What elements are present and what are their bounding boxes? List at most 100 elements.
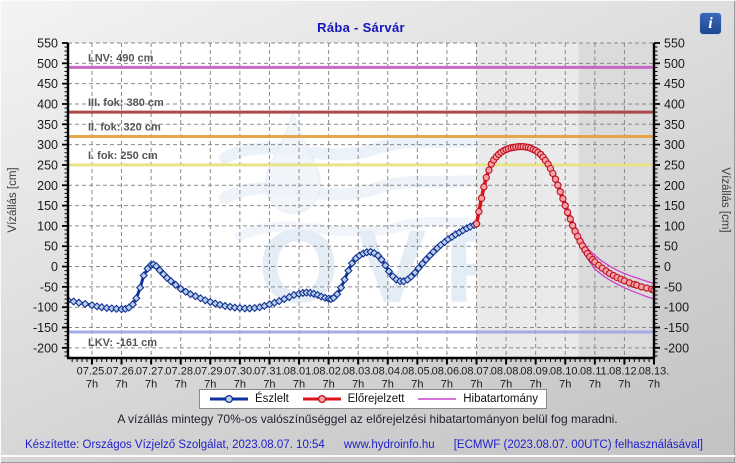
reference-lines: LNV: 490 cm III. fok: 380 cm II. fok: 320 … [68, 52, 654, 349]
y-axis-label-right: Vízállás [cm] [719, 167, 731, 232]
svg-text:-100: -100 [664, 301, 689, 315]
svg-text:400: 400 [664, 97, 685, 111]
svg-text:350: 350 [37, 118, 58, 132]
legend-label-observed: Észlelt [255, 393, 289, 405]
svg-text:-200: -200 [664, 341, 689, 355]
errorband-line-icon [418, 398, 457, 400]
legend-item-observed: Észlelt [208, 393, 289, 405]
svg-text:7h: 7h [618, 379, 630, 391]
svg-text:-200: -200 [33, 341, 58, 355]
svg-text:7h: 7h [204, 379, 216, 391]
svg-text:07.27.: 07.27. [136, 366, 167, 378]
forecast-series [472, 142, 654, 294]
svg-text:08.04.: 08.04. [372, 366, 403, 378]
svg-text:LKV: -161 cm: LKV: -161 cm [88, 337, 157, 349]
svg-text:08.07.: 08.07. [461, 366, 492, 378]
svg-text:300: 300 [37, 138, 58, 152]
svg-text:7h: 7h [441, 379, 453, 391]
bottom-separator [0, 455, 735, 457]
svg-text:-50: -50 [40, 280, 58, 294]
svg-text:250: 250 [664, 158, 685, 172]
svg-text:07.31.: 07.31. [254, 366, 285, 378]
svg-text:0: 0 [51, 260, 58, 274]
forecast-line-icon [302, 394, 341, 404]
svg-text:500: 500 [664, 57, 685, 71]
svg-text:250: 250 [37, 158, 58, 172]
info-icon[interactable]: i [699, 12, 722, 35]
svg-text:08.12.: 08.12. [609, 366, 640, 378]
footer-model-info: [ECMWF (2023.08.07. 00UTC) felhasználásá… [453, 439, 703, 451]
svg-text:08.10.: 08.10. [550, 366, 581, 378]
svg-text:08.13.: 08.13. [639, 366, 670, 378]
svg-text:400: 400 [37, 97, 58, 111]
probability-note: A vízállás mintegy 70%-os valószínűségge… [117, 412, 618, 426]
far-forecast-zone [578, 43, 654, 358]
legend-label-errorband: Hibatartomány [463, 393, 538, 405]
svg-text:7h: 7h [559, 379, 571, 391]
legend-item-forecast: Előrejelzett [301, 393, 405, 405]
legend-item-errorband: Hibatartomány [416, 393, 538, 405]
svg-text:150: 150 [664, 199, 685, 213]
svg-text:II. fok: 320 cm: II. fok: 320 cm [88, 121, 161, 133]
svg-text:500: 500 [37, 57, 58, 71]
legend: Észlelt Előrejelzett Hibatartomány [199, 389, 547, 409]
svg-text:III. fok: 380 cm: III. fok: 380 cm [88, 97, 164, 109]
svg-text:LNV: 490 cm: LNV: 490 cm [88, 52, 154, 64]
svg-text:07.29.: 07.29. [195, 366, 226, 378]
svg-text:450: 450 [37, 77, 58, 91]
svg-text:07.30.: 07.30. [225, 366, 256, 378]
svg-text:08.03.: 08.03. [343, 366, 374, 378]
svg-text:7h: 7h [322, 379, 334, 391]
svg-text:7h: 7h [115, 379, 127, 391]
svg-text:7h: 7h [589, 379, 601, 391]
svg-text:7h: 7h [648, 379, 660, 391]
svg-text:-150: -150 [664, 321, 689, 335]
svg-text:7h: 7h [145, 379, 157, 391]
svg-text:08.06.: 08.06. [432, 366, 463, 378]
footer: Készítette: Országos Vízjelző Szolgálat,… [0, 439, 735, 451]
svg-text:08.09.: 08.09. [520, 366, 551, 378]
observed-line-icon [210, 394, 248, 404]
svg-text:08.11.: 08.11. [580, 366, 610, 378]
svg-text:50: 50 [664, 240, 678, 254]
svg-text:150: 150 [37, 199, 58, 213]
svg-text:100: 100 [37, 219, 58, 233]
svg-text:7h: 7h [86, 379, 98, 391]
svg-text:450: 450 [664, 77, 685, 91]
svg-text:7h: 7h [293, 379, 305, 391]
svg-text:7h: 7h [530, 379, 542, 391]
svg-text:200: 200 [664, 179, 685, 193]
svg-text:07.28.: 07.28. [165, 366, 196, 378]
ticks [62, 42, 660, 365]
svg-text:08.01.: 08.01. [284, 366, 315, 378]
svg-text:-100: -100 [33, 301, 58, 315]
svg-text:7h: 7h [500, 379, 512, 391]
svg-text:300: 300 [664, 138, 685, 152]
svg-text:7h: 7h [470, 379, 482, 391]
footer-site-link[interactable]: www.hydroinfo.hu [343, 439, 435, 451]
svg-text:50: 50 [44, 240, 58, 254]
svg-text:200: 200 [37, 179, 58, 193]
svg-text:7h: 7h [263, 379, 275, 391]
svg-text:07.26.: 07.26. [106, 366, 137, 378]
svg-text:7h: 7h [352, 379, 364, 391]
legend-label-forecast: Előrejelzett [347, 393, 405, 405]
svg-text:7h: 7h [411, 379, 423, 391]
svg-text:100: 100 [664, 219, 685, 233]
svg-text:550: 550 [664, 37, 685, 51]
y-axis-label-left: Vízállás [cm] [7, 167, 19, 232]
svg-text:7h: 7h [175, 379, 187, 391]
page-title: Rába - Sárvár [317, 20, 405, 35]
svg-text:07.25.: 07.25. [77, 366, 108, 378]
svg-text:I. fok: 250 cm: I. fok: 250 cm [88, 150, 158, 162]
observed-series [68, 219, 481, 314]
svg-text:08.05.: 08.05. [402, 366, 433, 378]
svg-text:-50: -50 [664, 280, 682, 294]
svg-text:0: 0 [664, 260, 671, 274]
svg-text:7h: 7h [382, 379, 394, 391]
svg-text:7h: 7h [234, 379, 246, 391]
svg-text:350: 350 [664, 118, 685, 132]
